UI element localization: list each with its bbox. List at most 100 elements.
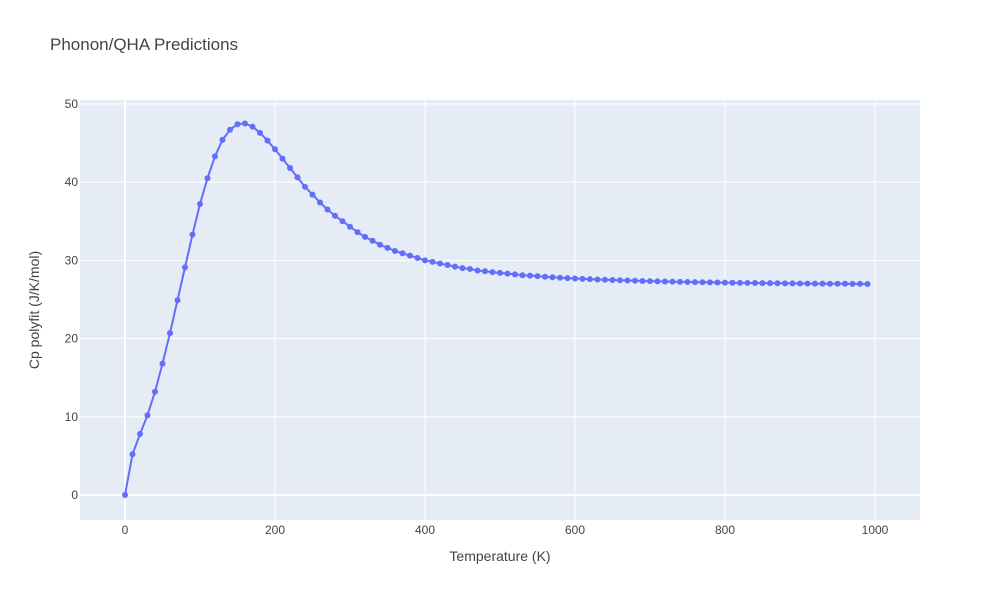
data-point[interactable] (279, 155, 286, 162)
data-point[interactable] (219, 136, 226, 143)
data-point[interactable] (504, 270, 511, 277)
data-point[interactable] (819, 280, 826, 287)
data-point[interactable] (662, 278, 668, 285)
data-point[interactable] (557, 274, 563, 281)
data-point[interactable] (759, 280, 766, 287)
data-point[interactable] (534, 273, 541, 280)
data-point[interactable] (144, 412, 151, 419)
data-point[interactable] (752, 280, 758, 287)
data-point[interactable] (227, 126, 233, 133)
data-point[interactable] (519, 272, 526, 279)
data-point[interactable] (812, 280, 818, 287)
data-point[interactable] (272, 146, 278, 153)
data-point[interactable] (549, 274, 556, 281)
data-point[interactable] (797, 280, 803, 287)
data-point[interactable] (204, 175, 211, 182)
data-point[interactable] (849, 280, 856, 287)
data-point[interactable] (497, 269, 503, 276)
data-point[interactable] (639, 277, 646, 284)
data-point[interactable] (324, 206, 331, 213)
data-point[interactable] (482, 268, 488, 275)
data-point[interactable] (699, 279, 706, 286)
data-point[interactable] (384, 244, 391, 251)
data-point[interactable] (212, 153, 218, 160)
data-point[interactable] (789, 280, 796, 287)
data-point[interactable] (152, 388, 158, 395)
data-point[interactable] (744, 279, 751, 286)
data-point[interactable] (609, 277, 616, 284)
data-point[interactable] (707, 279, 713, 286)
data-point[interactable] (729, 279, 736, 286)
data-point[interactable] (167, 330, 173, 337)
data-point[interactable] (129, 451, 136, 458)
data-point[interactable] (362, 233, 368, 240)
data-point[interactable] (174, 297, 181, 304)
data-point[interactable] (452, 263, 458, 270)
data-point[interactable] (189, 231, 196, 238)
data-point[interactable] (617, 277, 623, 284)
data-point[interactable] (527, 272, 533, 279)
data-point[interactable] (257, 129, 263, 136)
data-point[interactable] (564, 275, 571, 282)
data-point[interactable] (459, 265, 466, 272)
data-point[interactable] (369, 237, 376, 244)
data-point[interactable] (467, 265, 473, 272)
data-point[interactable] (332, 212, 338, 219)
data-point[interactable] (669, 278, 676, 285)
data-point[interactable] (677, 278, 683, 285)
data-point[interactable] (857, 280, 863, 287)
data-point[interactable] (579, 275, 586, 282)
data-point[interactable] (137, 430, 143, 437)
data-point[interactable] (182, 264, 188, 271)
data-point[interactable] (399, 250, 406, 257)
data-point[interactable] (422, 257, 428, 264)
data-point[interactable] (737, 279, 743, 286)
data-point[interactable] (317, 199, 323, 206)
data-point[interactable] (624, 277, 631, 284)
data-point[interactable] (774, 280, 781, 287)
data-point[interactable] (264, 137, 271, 144)
data-point[interactable] (444, 262, 451, 269)
data-point[interactable] (489, 269, 496, 276)
data-point[interactable] (122, 491, 128, 498)
data-point[interactable] (339, 218, 346, 225)
data-point[interactable] (354, 229, 361, 236)
data-point[interactable] (842, 280, 848, 287)
data-point[interactable] (234, 121, 241, 128)
data-point[interactable] (587, 276, 593, 283)
data-point[interactable] (249, 123, 256, 130)
data-point[interactable] (684, 279, 691, 285)
data-point[interactable] (512, 271, 518, 278)
data-point[interactable] (572, 275, 578, 282)
data-point[interactable] (159, 360, 166, 367)
data-point[interactable] (437, 260, 443, 267)
data-point[interactable] (782, 280, 788, 287)
data-point[interactable] (429, 258, 436, 265)
data-point[interactable] (242, 120, 248, 127)
data-point[interactable] (827, 280, 833, 287)
data-point[interactable] (197, 201, 203, 208)
data-point[interactable] (864, 280, 871, 287)
data-point[interactable] (767, 280, 773, 287)
data-point[interactable] (647, 278, 653, 285)
data-point[interactable] (714, 279, 721, 286)
data-point[interactable] (632, 277, 638, 284)
data-point[interactable] (542, 273, 548, 280)
data-point[interactable] (594, 276, 601, 283)
data-point[interactable] (602, 276, 608, 283)
data-point[interactable] (377, 241, 383, 248)
data-point[interactable] (722, 279, 728, 286)
data-point[interactable] (302, 183, 308, 190)
data-point[interactable] (414, 254, 421, 261)
data-point[interactable] (692, 279, 698, 286)
data-point[interactable] (347, 223, 353, 230)
data-point[interactable] (407, 252, 413, 259)
data-point[interactable] (294, 174, 301, 181)
data-point[interactable] (309, 191, 316, 198)
data-point[interactable] (474, 267, 481, 274)
data-point[interactable] (392, 247, 398, 254)
data-point[interactable] (804, 280, 811, 287)
data-point[interactable] (654, 278, 661, 285)
data-point[interactable] (834, 280, 841, 287)
data-point[interactable] (287, 165, 293, 172)
